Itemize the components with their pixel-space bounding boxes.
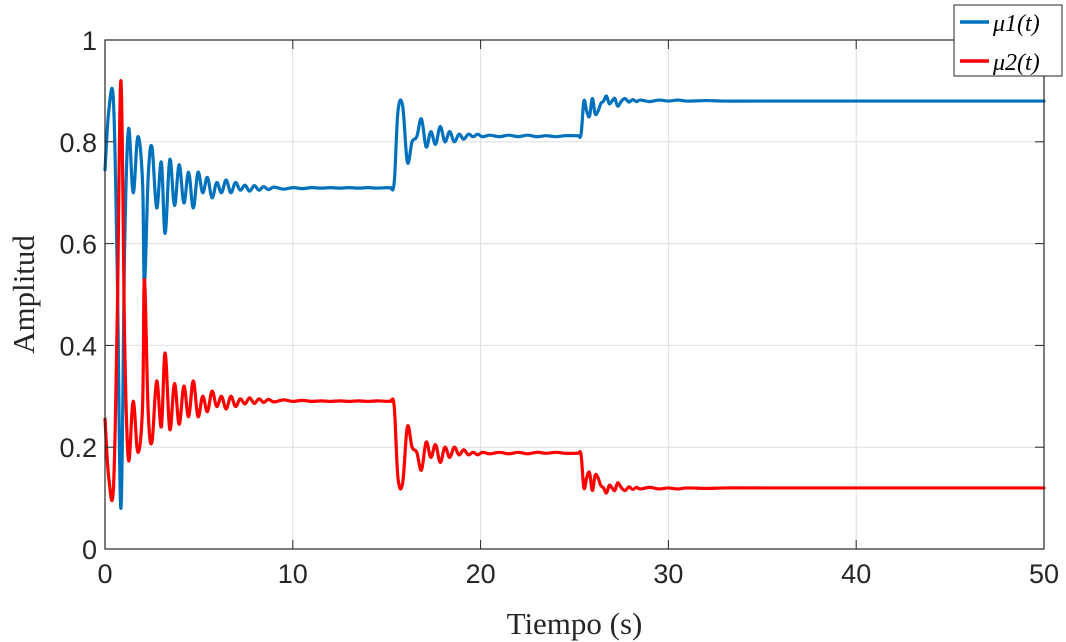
y-tick-label: 1 <box>82 26 97 56</box>
legend-box <box>953 4 1063 77</box>
y-tick-label: 0.6 <box>59 230 97 260</box>
axis-ticks: 0 10 20 30 40 50 0 0.2 0.4 0.6 0.8 1 <box>59 26 1059 589</box>
plot-frame <box>104 39 1045 550</box>
legend-label-mu2: μ2(t) <box>992 50 1040 76</box>
plot-area <box>105 40 1044 549</box>
legend-label-mu1: μ1(t) <box>992 11 1040 37</box>
y-tick-label: 0.4 <box>59 331 97 361</box>
y-axis-title: Amplitud <box>6 235 41 354</box>
x-tick-label: 0 <box>97 559 112 589</box>
x-tick-label: 40 <box>841 559 871 589</box>
y-tick-label: 0.2 <box>59 433 97 463</box>
x-tick-label: 20 <box>466 559 496 589</box>
series-layer <box>103 79 1046 510</box>
series-line-mu2 <box>103 79 1046 503</box>
x-tick-label: 50 <box>1029 559 1059 589</box>
y-tick-label: 0.8 <box>59 128 97 158</box>
legend: μ1(t) μ2(t) <box>953 4 1063 77</box>
x-tick-label: 30 <box>653 559 683 589</box>
x-axis-title: Tiempo (s) <box>507 606 643 641</box>
x-tick-label: 10 <box>278 559 308 589</box>
y-tick-label: 0 <box>82 535 97 565</box>
series-line-mu1 <box>103 86 1046 510</box>
